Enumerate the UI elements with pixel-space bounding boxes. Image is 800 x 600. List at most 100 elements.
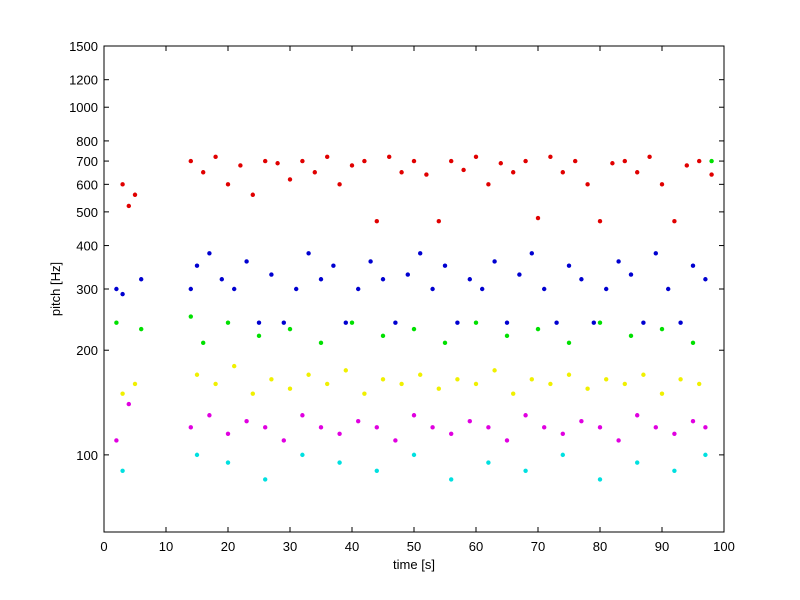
x-tick-label: 80 — [593, 539, 607, 554]
x-tick-label: 30 — [283, 539, 297, 554]
data-point-green — [114, 320, 119, 325]
data-point-red — [300, 158, 305, 164]
data-point-blue — [442, 263, 448, 268]
data-point-blue — [455, 320, 460, 325]
data-point-red — [709, 172, 714, 177]
y-tick-label: 1500 — [69, 39, 98, 54]
data-point-cyan — [597, 477, 603, 482]
data-point-green — [225, 320, 231, 325]
data-point-green — [597, 320, 603, 325]
data-point-cyan — [263, 477, 268, 482]
data-point-red — [647, 154, 652, 160]
data-point-red — [225, 182, 231, 187]
data-point-cyan — [120, 468, 125, 473]
data-point-green — [504, 333, 510, 339]
x-tick-label: 10 — [159, 539, 173, 554]
data-point-yellow — [511, 391, 516, 396]
data-point-red — [473, 154, 479, 160]
data-point-cyan — [635, 460, 640, 465]
x-tick-label: 70 — [531, 539, 545, 554]
data-point-green — [349, 320, 355, 325]
data-point-blue — [393, 320, 398, 325]
data-point-yellow — [641, 372, 646, 377]
data-point-red — [610, 161, 615, 166]
data-point-blue — [517, 272, 522, 277]
data-point-magenta — [616, 438, 621, 443]
data-point-blue — [207, 251, 212, 256]
data-point-red — [201, 170, 206, 175]
data-point-red — [461, 167, 466, 173]
data-point-green — [380, 333, 386, 339]
data-point-yellow — [492, 368, 497, 373]
data-point-red — [486, 182, 491, 187]
x-tick-label: 100 — [713, 539, 735, 554]
y-axis-ticks: 100 200 300 400 500 600 700 800 1000 1200 1500 — [69, 39, 724, 463]
data-point-green — [628, 333, 634, 339]
data-point-blue — [566, 263, 572, 268]
data-point-red — [399, 170, 404, 175]
data-point-yellow — [548, 381, 553, 387]
data-point-red — [436, 219, 441, 224]
data-point-yellow — [269, 377, 274, 382]
data-point-cyan — [411, 452, 417, 458]
data-point-yellow — [529, 377, 534, 382]
x-axis-label: time [s] — [393, 557, 435, 572]
data-point-red — [622, 158, 627, 164]
data-point-yellow — [585, 386, 590, 391]
data-point-red — [387, 154, 392, 160]
data-point-yellow — [213, 381, 218, 387]
y-tick-label: 100 — [76, 448, 98, 463]
data-point-yellow — [232, 363, 237, 369]
data-point-cyan — [374, 468, 379, 473]
data-point-green — [318, 340, 324, 346]
data-point-cyan — [337, 460, 342, 465]
data-point-magenta — [207, 413, 212, 418]
data-point-cyan — [225, 460, 231, 465]
x-tick-label: 0 — [100, 539, 107, 554]
data-point-blue — [641, 320, 646, 325]
data-point-blue — [703, 277, 708, 282]
data-point-green — [256, 333, 262, 339]
data-point-magenta — [337, 431, 342, 436]
data-point-yellow — [194, 372, 200, 377]
data-point-blue — [188, 286, 193, 292]
x-tick-label: 40 — [345, 539, 359, 554]
data-point-green — [709, 158, 714, 164]
data-point-blue — [591, 320, 596, 325]
data-point-yellow — [362, 391, 367, 396]
data-point-blue — [653, 251, 658, 256]
data-point-red — [498, 161, 503, 166]
data-point-red — [250, 192, 255, 197]
data-point-blue — [244, 259, 249, 264]
y-tick-label: 700 — [76, 154, 98, 169]
data-point-yellow — [473, 381, 479, 387]
data-point-blue — [628, 272, 634, 277]
data-point-cyan — [449, 477, 454, 482]
data-point-magenta — [486, 425, 491, 430]
data-point-red — [424, 172, 429, 177]
data-point-blue — [318, 277, 324, 282]
data-point-red — [287, 177, 293, 182]
data-point-cyan — [486, 460, 491, 465]
data-point-red — [188, 158, 193, 164]
data-point-blue — [356, 286, 361, 292]
data-point-red — [535, 215, 541, 221]
data-point-blue — [219, 277, 224, 282]
data-point-yellow — [399, 381, 404, 387]
data-point-magenta — [690, 418, 696, 424]
data-point-red — [126, 203, 131, 209]
data-points — [114, 154, 714, 482]
data-point-red — [120, 182, 125, 187]
data-point-red — [523, 158, 528, 164]
data-point-red — [697, 158, 702, 164]
data-point-magenta — [374, 425, 379, 430]
data-point-magenta — [393, 438, 398, 443]
data-point-magenta — [504, 438, 510, 443]
data-point-magenta — [356, 418, 361, 424]
data-point-red — [573, 158, 578, 164]
y-axis-label: pitch [Hz] — [48, 262, 63, 316]
data-point-blue — [467, 277, 472, 282]
data-point-magenta — [244, 418, 249, 424]
data-point-green — [659, 326, 665, 332]
